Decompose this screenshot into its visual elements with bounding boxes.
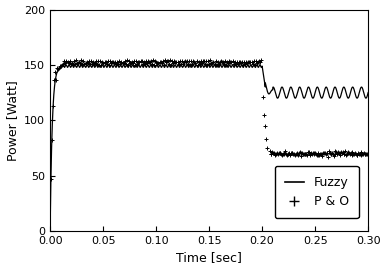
Legend: Fuzzy, P & O: Fuzzy, P & O [275,166,359,218]
Y-axis label: Power [Watt]: Power [Watt] [5,80,19,161]
X-axis label: Time [sec]: Time [sec] [176,251,242,264]
